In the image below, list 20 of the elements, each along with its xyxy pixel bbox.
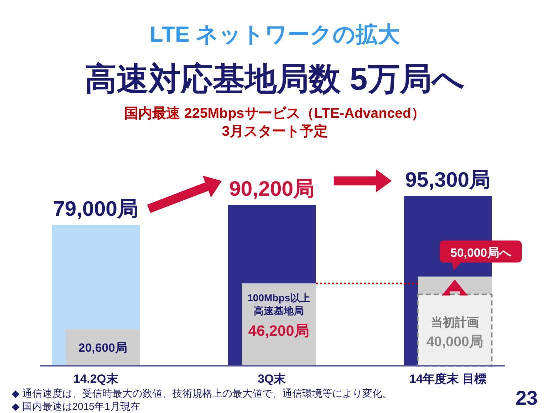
data-label: 20,600局 — [78, 341, 128, 355]
data-label: 79,000局 — [53, 198, 139, 222]
data-label: 90,200局 — [229, 178, 315, 202]
data-label: 46,200局 — [248, 323, 310, 340]
x-tick-label: 14年度末 目標 — [410, 372, 486, 386]
text: 国内最速 225Mbpsサービス（LTE-Advanced） — [124, 105, 426, 121]
series-label: 当初計画 — [431, 315, 479, 330]
data-label: 95,300局 — [405, 169, 491, 192]
data-label: 50,000局へ — [450, 246, 512, 260]
text: ◆ 通信速度は、受信時最大の数値、技術規格上の最大値で、通信環境等により変化。 — [12, 388, 392, 400]
x-tick-label: 3Q末 — [258, 372, 287, 386]
text: ◆ 国内最速は2015年1月現在 — [12, 401, 140, 413]
data-label: 40,000局 — [426, 333, 484, 350]
annotation: 高速基地局 — [254, 306, 304, 318]
chart-title: LTE ネットワークの拡大 — [150, 22, 402, 47]
text: 3月スタート予定 — [222, 123, 328, 139]
chart-subtitle: 高速対応基地局数 5万局へ — [85, 61, 465, 97]
annotation: 100Mbps以上 — [248, 292, 310, 305]
x-tick-label: 14.2Q末 — [74, 372, 120, 386]
text: 23 — [516, 388, 538, 410]
